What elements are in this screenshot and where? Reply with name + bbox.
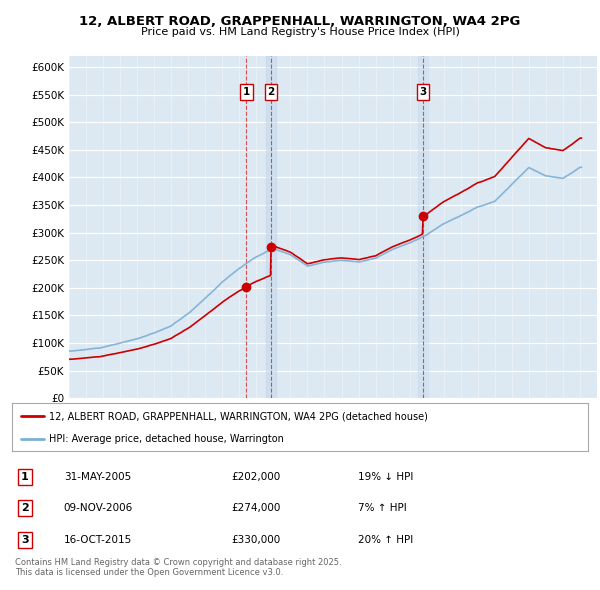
Text: 1: 1 — [21, 472, 29, 481]
Text: 7% ↑ HPI: 7% ↑ HPI — [358, 503, 406, 513]
Bar — [418, 56, 428, 398]
Text: 09-NOV-2006: 09-NOV-2006 — [64, 503, 133, 513]
Text: HPI: Average price, detached house, Warrington: HPI: Average price, detached house, Warr… — [49, 434, 284, 444]
Text: 2: 2 — [268, 87, 275, 97]
Text: £274,000: £274,000 — [231, 503, 280, 513]
Text: 3: 3 — [21, 535, 28, 545]
Text: 31-MAY-2005: 31-MAY-2005 — [64, 472, 131, 481]
Text: 12, ALBERT ROAD, GRAPPENHALL, WARRINGTON, WA4 2PG: 12, ALBERT ROAD, GRAPPENHALL, WARRINGTON… — [79, 15, 521, 28]
Text: £330,000: £330,000 — [231, 535, 280, 545]
Text: Price paid vs. HM Land Registry's House Price Index (HPI): Price paid vs. HM Land Registry's House … — [140, 27, 460, 37]
Bar — [266, 56, 276, 398]
Text: Contains HM Land Registry data © Crown copyright and database right 2025.
This d: Contains HM Land Registry data © Crown c… — [15, 558, 341, 577]
Text: 2: 2 — [21, 503, 29, 513]
Text: 20% ↑ HPI: 20% ↑ HPI — [358, 535, 413, 545]
Text: 3: 3 — [419, 87, 427, 97]
Text: £202,000: £202,000 — [231, 472, 280, 481]
Text: 16-OCT-2015: 16-OCT-2015 — [64, 535, 132, 545]
Text: 1: 1 — [242, 87, 250, 97]
Text: 19% ↓ HPI: 19% ↓ HPI — [358, 472, 413, 481]
Text: 12, ALBERT ROAD, GRAPPENHALL, WARRINGTON, WA4 2PG (detached house): 12, ALBERT ROAD, GRAPPENHALL, WARRINGTON… — [49, 411, 428, 421]
